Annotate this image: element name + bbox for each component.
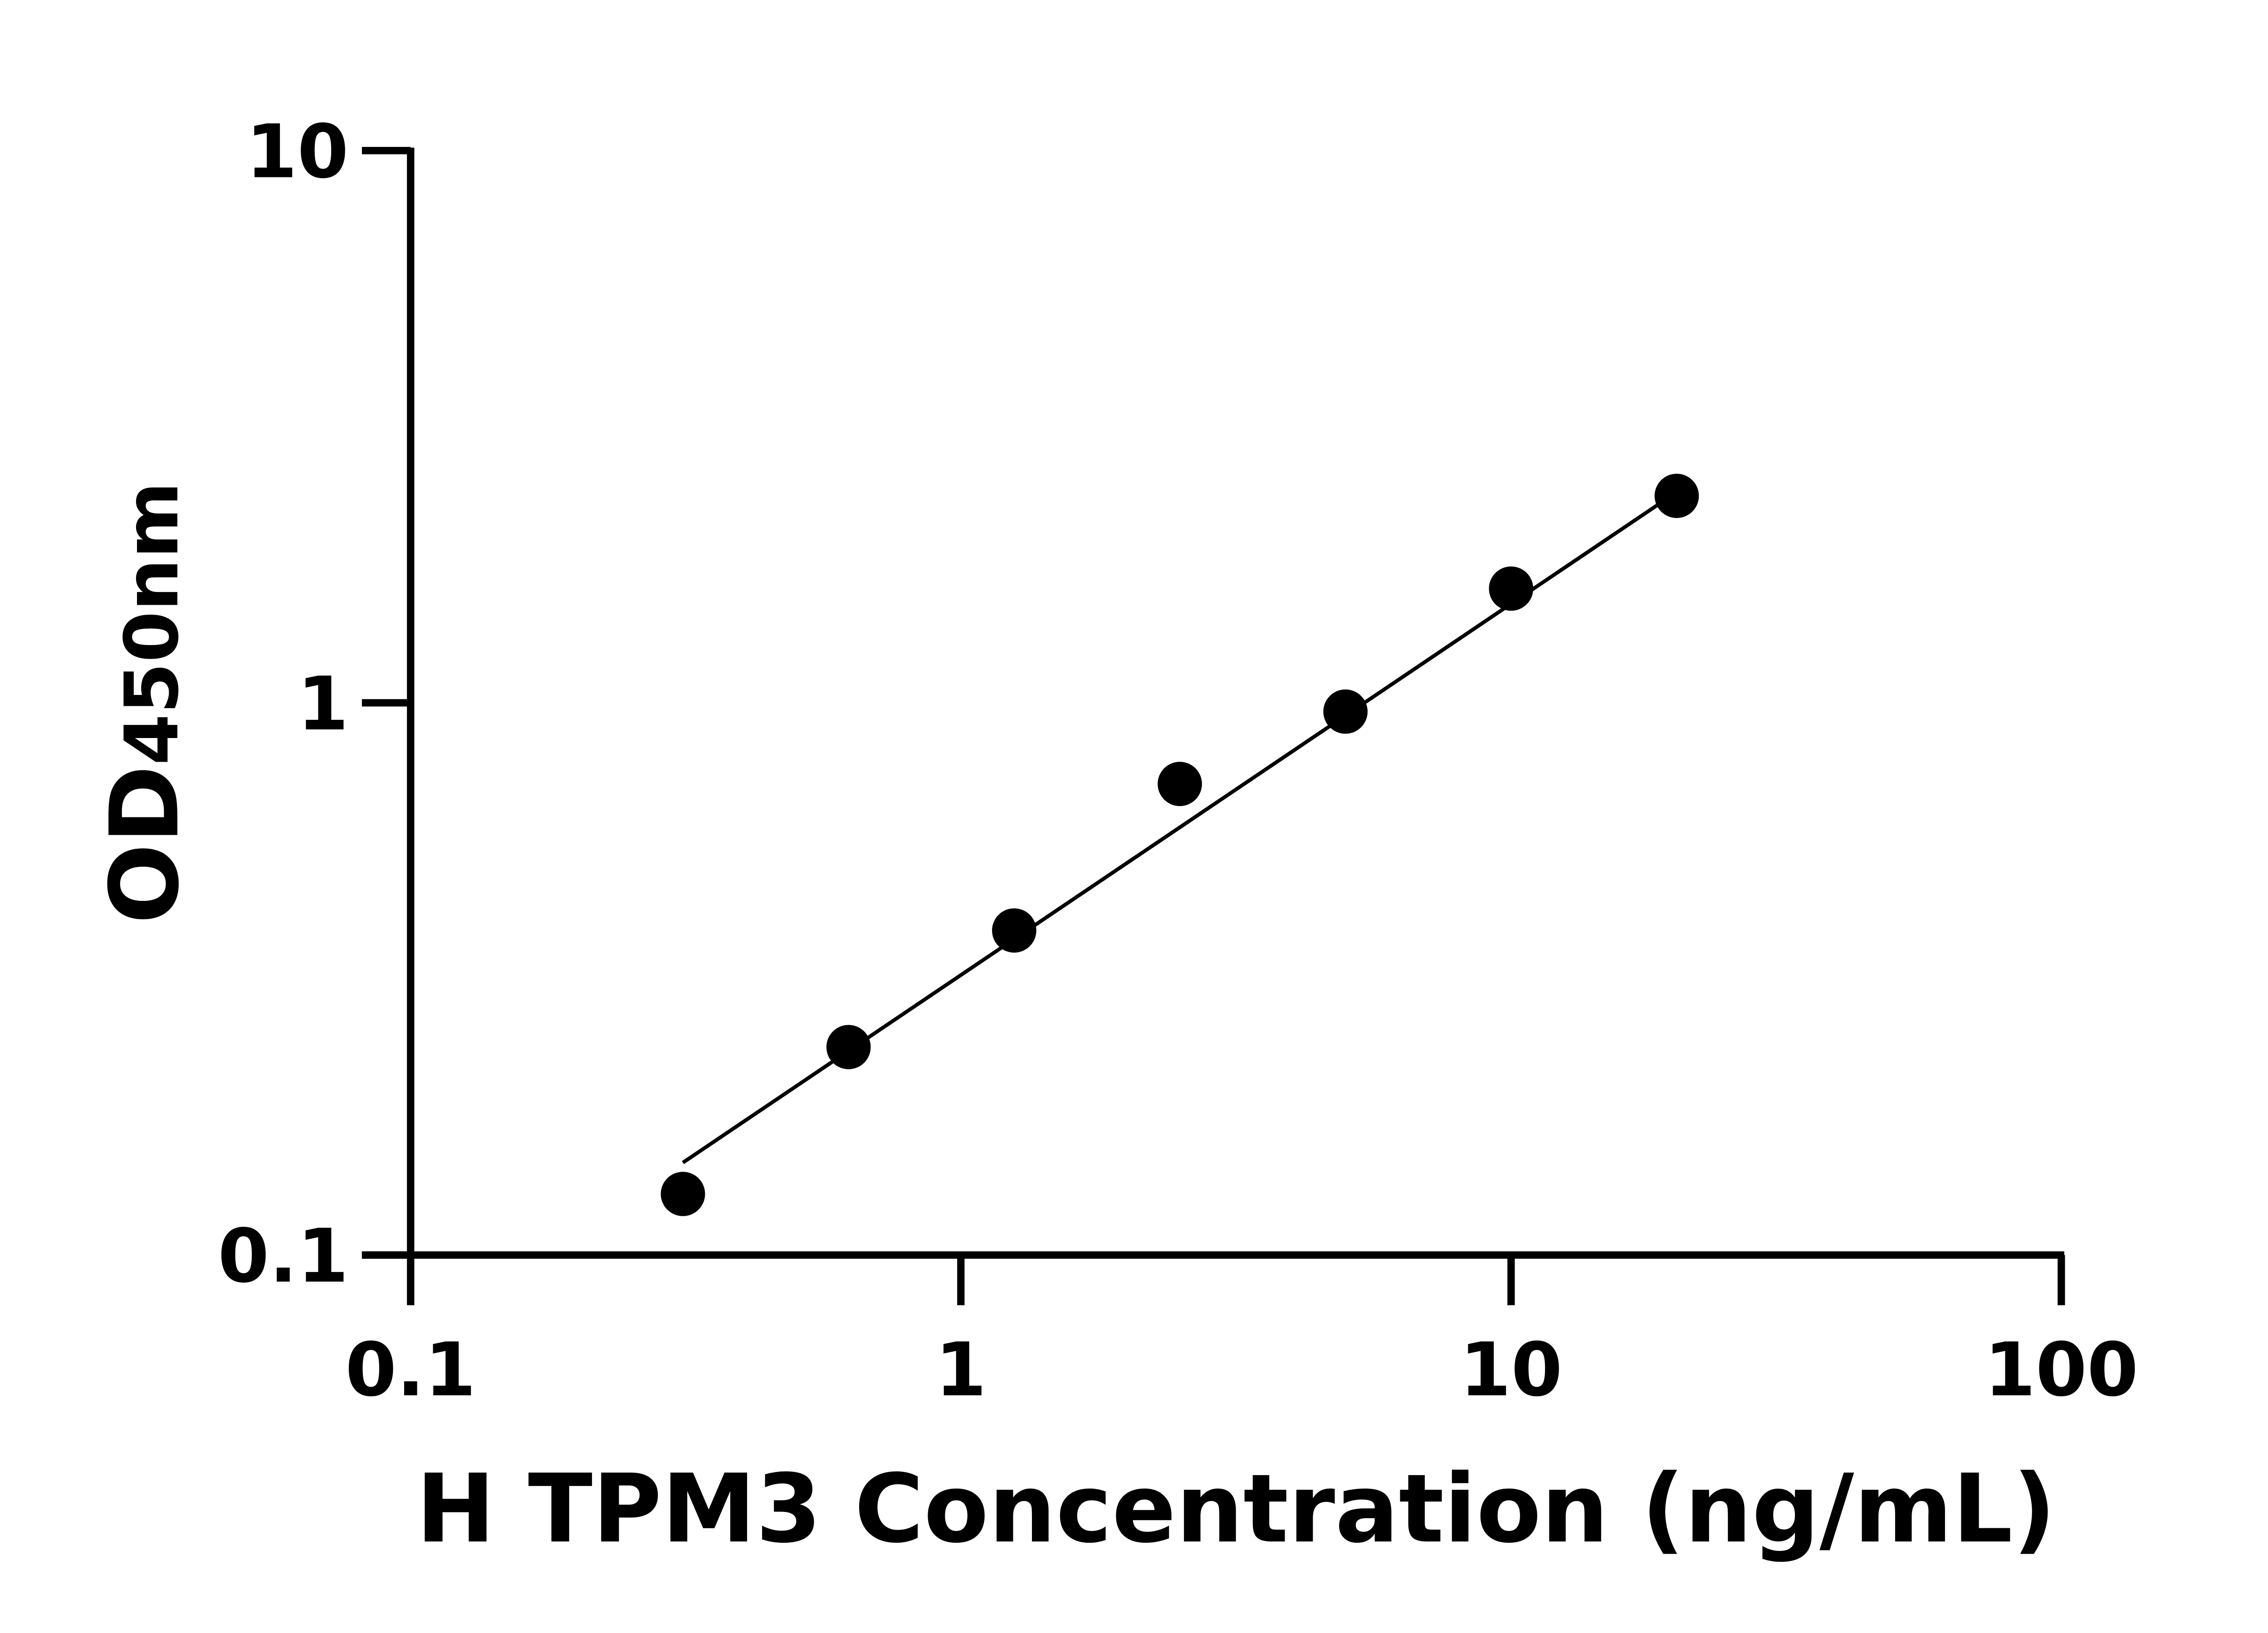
y-axis-label-main: OD [90,765,200,924]
x-tick-label: 100 [1984,1327,2138,1413]
data-point [1158,762,1202,807]
data-points [660,474,1699,1216]
y-tick-label: 0.1 [218,1213,348,1299]
ticks: 0.1 1 10 100 0.1 1 10 [218,109,2138,1413]
data-point [1654,474,1699,518]
x-tick-label: 0.1 [345,1327,476,1413]
data-point [992,908,1036,953]
data-point [1323,689,1368,734]
x-tick-label: 1 [935,1327,987,1413]
y-axis-label: OD450nm [90,482,200,924]
x-tick-label: 10 [1460,1327,1562,1413]
y-axis-label-sub: 450nm [109,482,195,765]
x-axis-label: H TPM3 Concentration (ng/mL) [416,1454,2056,1564]
y-tick-label: 1 [297,661,348,747]
data-point [1489,566,1534,611]
y-tick-label: 10 [246,109,348,195]
data-point [826,1025,871,1070]
data-point [660,1172,705,1216]
axes [362,147,2064,1259]
